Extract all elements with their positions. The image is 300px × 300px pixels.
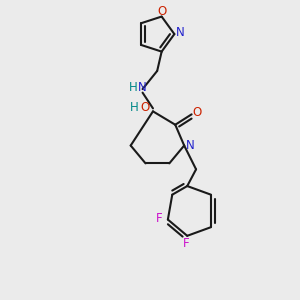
Text: H: H (130, 101, 139, 114)
Text: N: N (138, 81, 146, 94)
Text: O: O (192, 106, 202, 119)
Text: F: F (156, 212, 163, 225)
Text: N: N (186, 139, 194, 152)
Text: H: H (129, 81, 137, 94)
Text: O: O (157, 5, 166, 18)
Text: N: N (176, 26, 185, 39)
Text: O: O (140, 101, 149, 114)
Text: F: F (182, 237, 189, 250)
